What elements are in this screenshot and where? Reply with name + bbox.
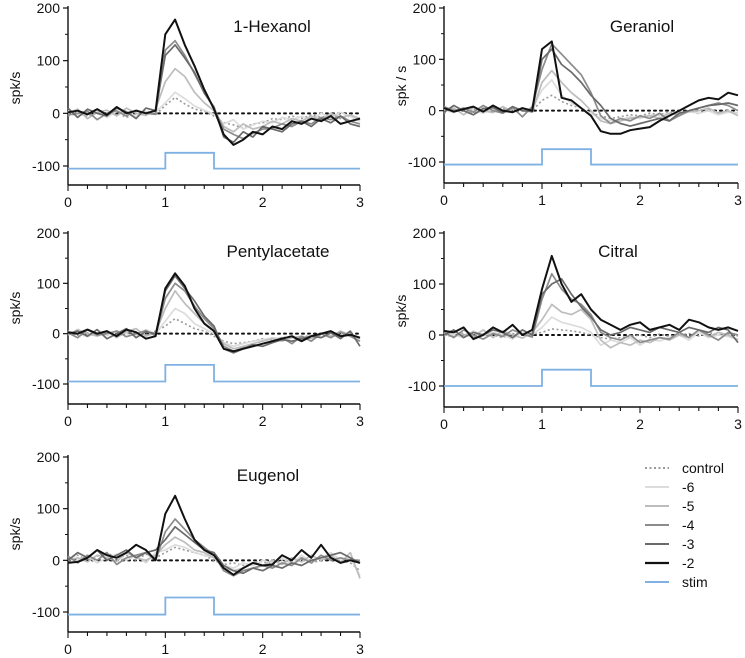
series-line--2 <box>67 494 361 576</box>
x-tick-label: 3 <box>734 416 742 432</box>
y-tick-label: 0 <box>52 105 60 121</box>
x-tick-label: 1 <box>538 192 546 208</box>
series-line-control <box>67 96 361 129</box>
series-line--4 <box>67 282 361 353</box>
y-axis-label: spk/s <box>393 295 409 328</box>
legend-label: -6 <box>682 479 695 495</box>
series-line--3 <box>443 48 739 127</box>
x-tick-label: 0 <box>440 416 448 432</box>
series-line--5 <box>443 69 739 125</box>
x-tick-label: 2 <box>259 413 267 429</box>
panel-3: -100 0 100 200 0 1 2 3 spk/s Citral <box>393 225 742 432</box>
legend-label: -4 <box>682 517 695 533</box>
panel-title: Pentylacetate <box>226 242 329 261</box>
y-tick-label: 100 <box>37 275 61 291</box>
series-line--2 <box>67 272 361 353</box>
x-tick-label: 1 <box>161 194 169 210</box>
x-tick-label: 2 <box>636 192 644 208</box>
panel-2: -100 0 100 200 0 1 2 3 spk/s Pentylacetate <box>7 225 364 429</box>
series-line--2 <box>443 40 739 135</box>
y-tick-label: -100 <box>32 376 60 392</box>
y-tick-label: 100 <box>413 276 437 292</box>
series-line--5 <box>67 290 361 350</box>
series-line--3 <box>67 525 361 575</box>
x-tick-label: 1 <box>538 416 546 432</box>
series-line-control <box>443 328 739 340</box>
x-tick-label: 0 <box>64 194 72 210</box>
x-tick-label: 3 <box>356 194 364 210</box>
y-tick-label: 200 <box>413 225 437 241</box>
panel-title: Citral <box>598 242 638 261</box>
x-tick-label: 3 <box>356 641 364 657</box>
x-tick-label: 3 <box>734 192 742 208</box>
y-tick-label: 0 <box>428 327 436 343</box>
y-tick-label: 0 <box>428 103 436 119</box>
y-tick-label: 200 <box>37 449 61 465</box>
series-line--4 <box>443 272 739 344</box>
y-axis-label: spk/s <box>7 518 23 551</box>
series-line--4 <box>67 39 361 140</box>
panel-title: 1-Hexanol <box>233 17 311 36</box>
panel-title: Geraniol <box>610 17 674 36</box>
series-line--6 <box>443 316 739 347</box>
y-tick-label: 0 <box>52 326 60 342</box>
x-tick-label: 2 <box>259 641 267 657</box>
y-tick-label: -100 <box>408 154 436 170</box>
y-tick-label: 200 <box>37 0 61 16</box>
x-tick-label: 2 <box>636 416 644 432</box>
series-line--3 <box>67 274 361 354</box>
y-tick-label: -100 <box>408 378 436 394</box>
legend-label: control <box>682 460 724 476</box>
x-tick-label: 0 <box>440 192 448 208</box>
y-axis-label: spk / s <box>393 66 409 106</box>
x-tick-label: 0 <box>64 641 72 657</box>
stim-trace <box>444 368 738 387</box>
panel-0: -100 0 100 200 0 1 2 3 spk/s 1-Hexanol <box>7 0 364 210</box>
series-line--3 <box>67 44 361 144</box>
y-tick-label: -100 <box>32 158 60 174</box>
y-tick-label: 100 <box>413 51 437 67</box>
x-tick-label: 3 <box>356 413 364 429</box>
stim-trace <box>444 148 738 166</box>
y-axis-label: spk/s <box>7 292 23 325</box>
series-line--2 <box>443 254 739 341</box>
x-tick-label: 0 <box>64 413 72 429</box>
y-tick-label: 200 <box>413 0 437 16</box>
legend: control -6 -5 -4 -3 -2 stim <box>645 460 724 590</box>
series-line--2 <box>67 18 361 146</box>
legend-label: -2 <box>682 555 695 571</box>
series-line--3 <box>443 278 739 344</box>
panel-4: -100 0 100 200 0 1 2 3 spk/s Eugenol <box>7 449 364 657</box>
stim-trace <box>68 363 360 383</box>
legend-label: stim <box>682 574 708 590</box>
x-tick-label: 1 <box>161 641 169 657</box>
stim-trace <box>68 596 360 616</box>
y-tick-label: 100 <box>37 501 61 517</box>
y-tick-label: 200 <box>37 225 61 241</box>
y-tick-label: 0 <box>52 552 60 568</box>
x-tick-label: 1 <box>161 413 169 429</box>
series-line--4 <box>67 518 360 577</box>
stim-trace <box>68 151 360 170</box>
x-tick-label: 2 <box>259 194 267 210</box>
panel-1: -100 0 100 200 0 1 2 3 spk / s Geraniol <box>393 0 742 208</box>
legend-label: -3 <box>682 536 695 552</box>
panel-title: Eugenol <box>237 466 299 485</box>
y-axis-label: spk/s <box>7 72 23 105</box>
y-tick-label: 100 <box>37 53 61 69</box>
y-tick-label: -100 <box>32 604 60 620</box>
legend-label: -5 <box>682 498 695 514</box>
series-line--5 <box>67 536 361 579</box>
